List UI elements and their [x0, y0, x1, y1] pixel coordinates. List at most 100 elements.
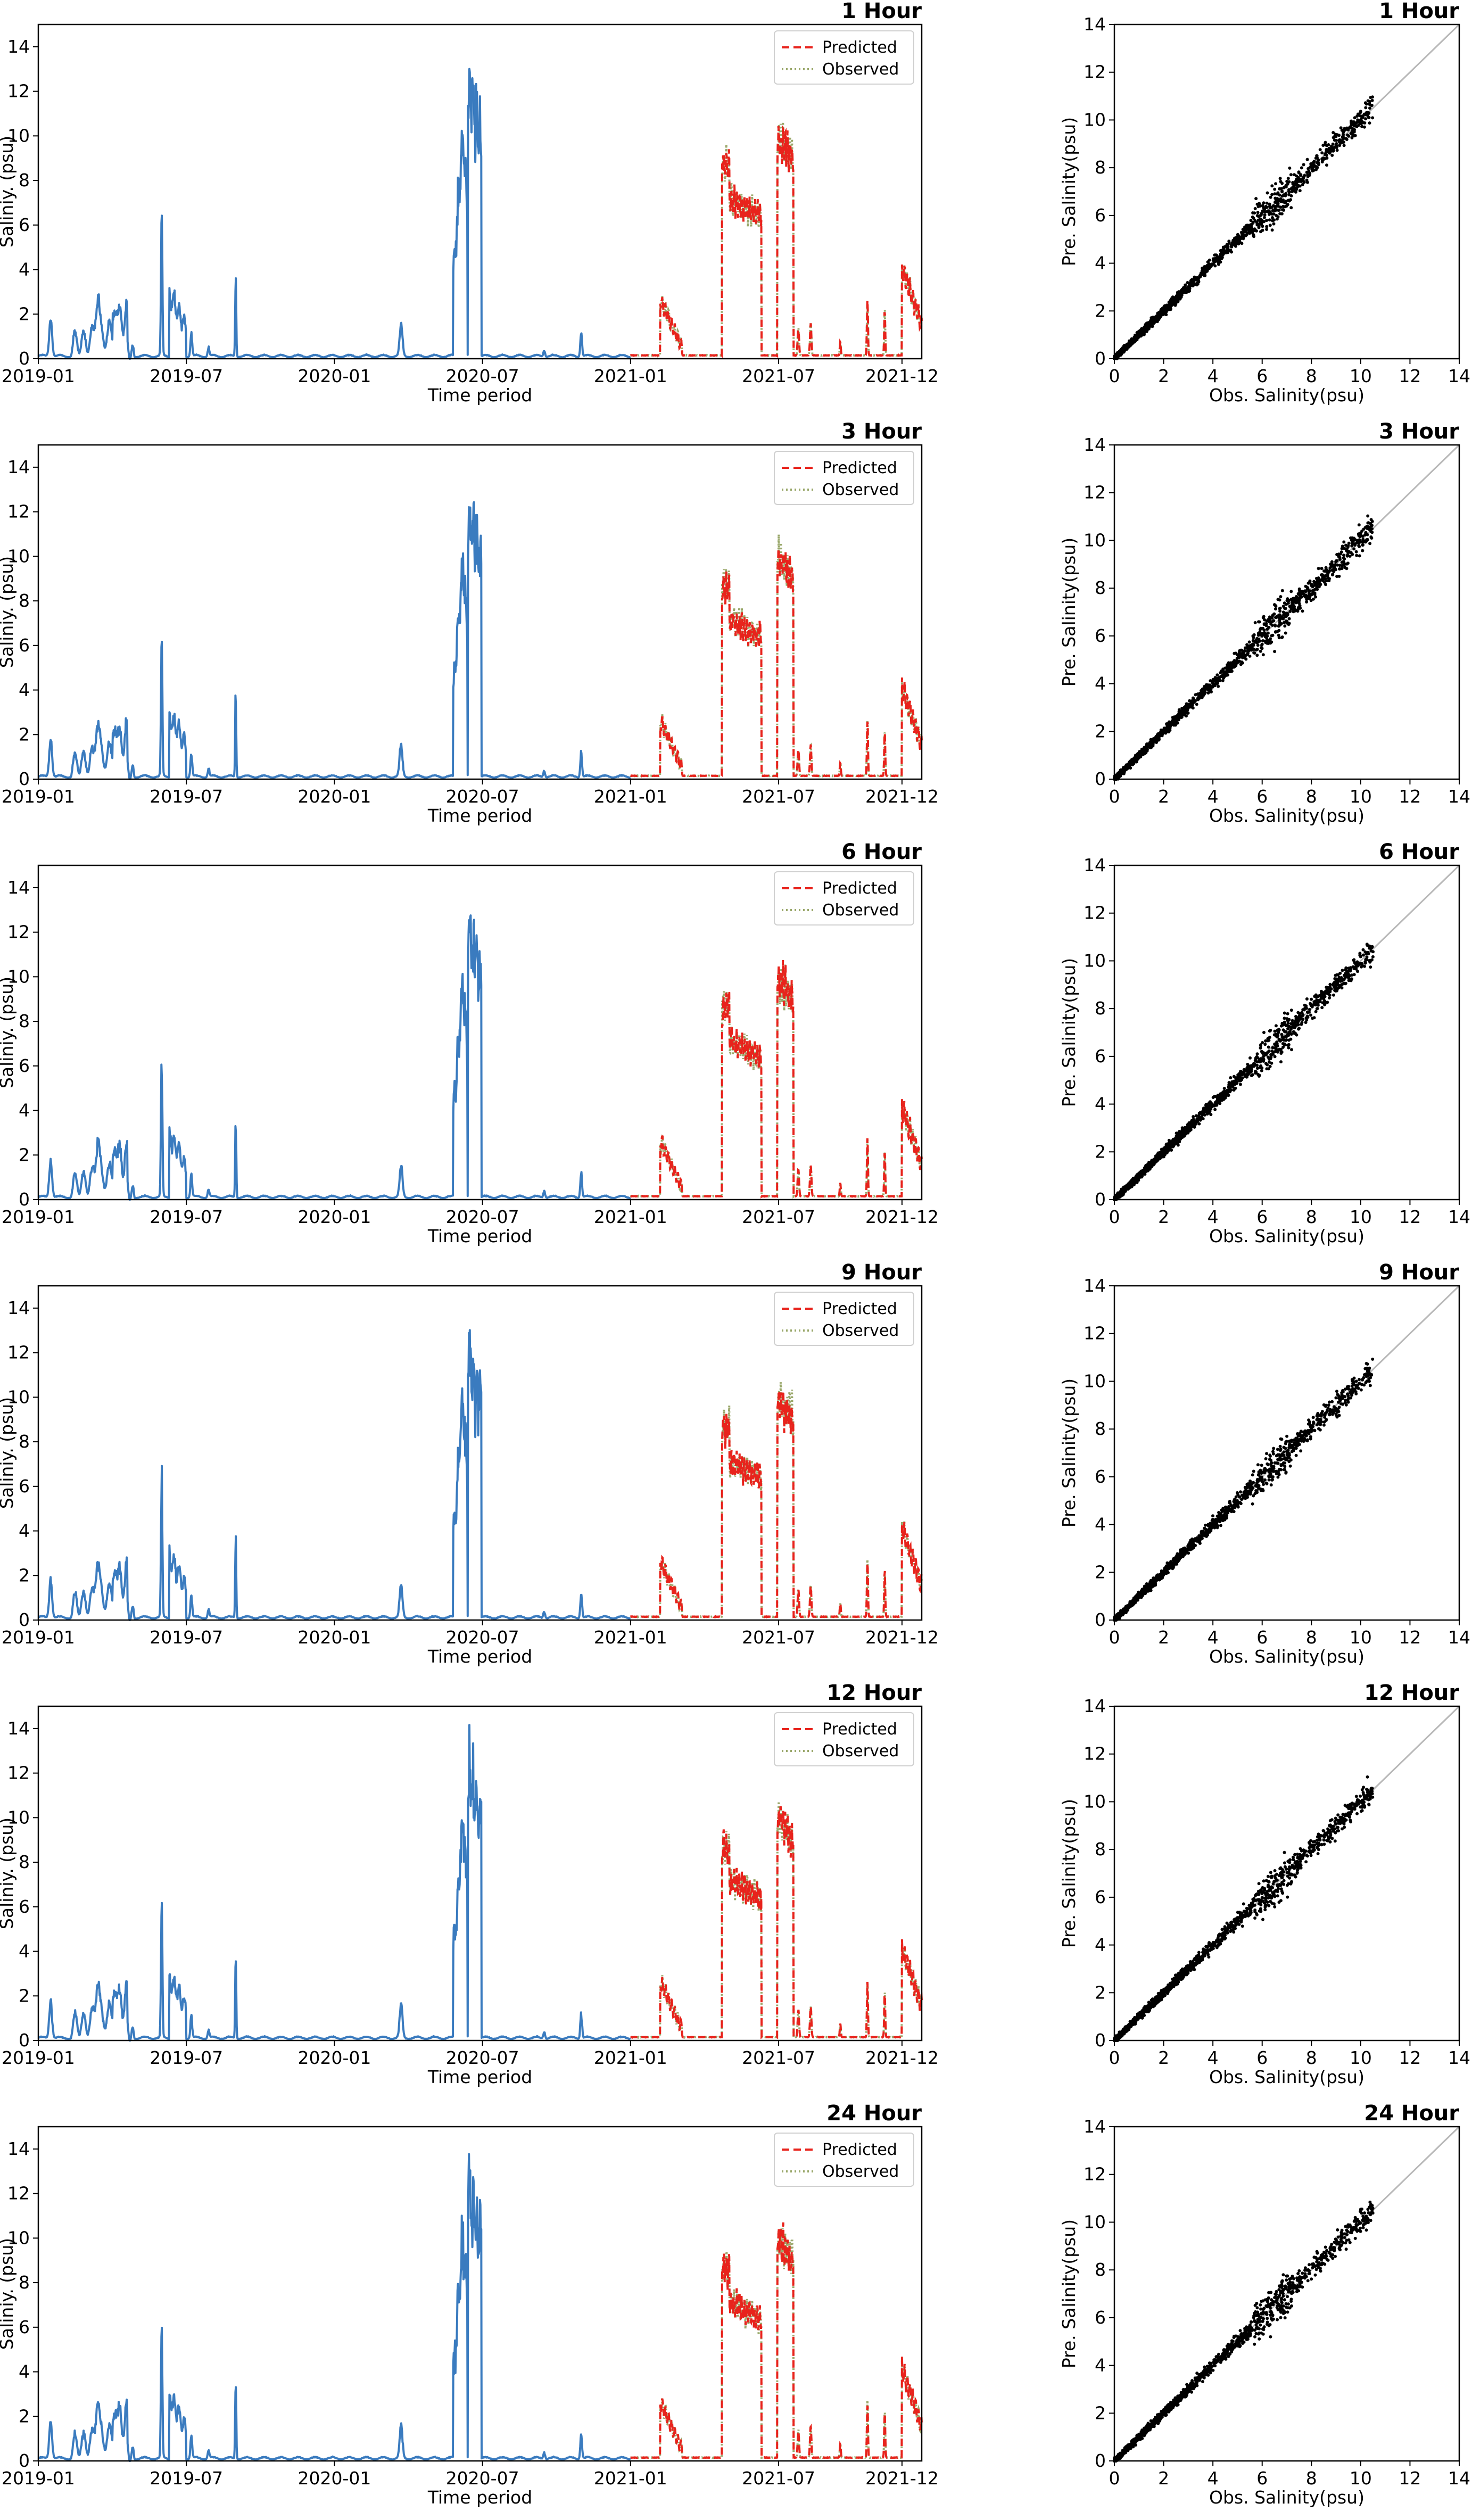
- scatter-point: [1357, 523, 1361, 527]
- scatter-point: [1187, 1121, 1191, 1125]
- x-tick-label: 2020-01: [297, 786, 371, 807]
- scatter-point: [1209, 264, 1212, 268]
- scatter-point: [1167, 305, 1170, 309]
- y-tick-label: 6: [1095, 205, 1106, 226]
- scatter-point: [1360, 125, 1363, 128]
- scatter-point: [1280, 589, 1284, 592]
- scatter-point: [1346, 561, 1350, 565]
- scatter-point: [1316, 159, 1320, 163]
- scatter-point: [1341, 969, 1344, 972]
- scatter-point: [1371, 95, 1374, 99]
- scatter-point: [1308, 1007, 1311, 1011]
- scatter-point: [1275, 208, 1278, 212]
- x-tick-label: 12: [1399, 366, 1421, 386]
- y-tick-label: 8: [19, 1011, 30, 1031]
- scatter-point: [1313, 995, 1317, 998]
- scatter-point: [1138, 753, 1142, 757]
- scatter-point: [1191, 699, 1195, 703]
- x-tick-label: 2020-07: [446, 366, 519, 386]
- y-tick-label: 2: [1095, 721, 1106, 741]
- scatter-point: [1365, 957, 1368, 961]
- scatter-point: [1365, 539, 1368, 543]
- scatter-point: [1163, 728, 1167, 731]
- scatter-point: [1255, 221, 1259, 225]
- scatter-point: [1326, 1001, 1329, 1004]
- scatter-point: [1253, 640, 1257, 644]
- scatter-point: [1272, 222, 1276, 226]
- scatter-point: [1285, 179, 1289, 183]
- scatter-point: [1362, 112, 1366, 116]
- scatter-point: [1252, 235, 1255, 238]
- scatter-point: [1356, 970, 1359, 973]
- scatter-point: [1284, 185, 1288, 189]
- y-tick-label: 10: [1084, 530, 1106, 550]
- scatter-point: [1370, 104, 1374, 108]
- scatter-point: [1305, 1006, 1309, 1010]
- scatter-point: [1146, 745, 1150, 748]
- scatter-point: [1222, 1087, 1226, 1090]
- scatter-point: [1209, 1113, 1213, 1117]
- scatter-point: [1283, 601, 1286, 605]
- scatter-point: [1225, 245, 1228, 249]
- scatter-point: [1118, 1194, 1121, 1197]
- scatter-point: [1321, 577, 1325, 581]
- scatter-point: [1263, 633, 1267, 637]
- x-tick-label: 2021-07: [742, 1627, 815, 1648]
- x-tick-label: 2021-01: [594, 1207, 667, 1227]
- scatter-point: [1248, 1056, 1252, 1060]
- scatter-point: [1213, 253, 1217, 257]
- scatter-point: [1299, 173, 1303, 177]
- scatter-point: [1347, 979, 1351, 982]
- scatter-point: [1274, 182, 1278, 186]
- scatter-point: [1342, 144, 1346, 147]
- scatter-point: [1296, 185, 1299, 189]
- scatter-point: [1268, 1036, 1271, 1039]
- y-tick-label: 14: [7, 1298, 30, 1318]
- scatter-point: [1324, 569, 1327, 573]
- scatter-point: [1336, 980, 1340, 984]
- scatter-point: [1155, 1154, 1159, 1158]
- scatter-point: [1267, 641, 1270, 645]
- scatter-point: [1191, 1123, 1195, 1127]
- scatter-point: [1254, 197, 1258, 201]
- scatter-point: [1327, 149, 1331, 153]
- scatter-point: [1289, 194, 1293, 197]
- scatter-point: [1318, 998, 1322, 1002]
- scatter-point: [1326, 572, 1329, 576]
- scatter-point: [1324, 141, 1327, 144]
- scatter-point: [1221, 1090, 1225, 1094]
- scatter-point: [1325, 153, 1328, 157]
- scatter-point: [1251, 230, 1254, 234]
- scatter-point: [1259, 649, 1262, 653]
- scatter-point: [1351, 122, 1354, 126]
- x-tick-label: 6: [1256, 786, 1268, 807]
- scatter-point: [1157, 734, 1161, 738]
- scatter-point: [1165, 1142, 1168, 1146]
- scatter-point: [1262, 216, 1266, 219]
- scatter-point: [1160, 730, 1163, 733]
- scatter-point: [1133, 1181, 1137, 1185]
- scatter-point: [1335, 148, 1339, 152]
- scatter-point: [1253, 1059, 1257, 1062]
- scatter-point: [1369, 959, 1372, 962]
- scatter-point: [1284, 201, 1287, 205]
- scatter-point: [1270, 1061, 1273, 1065]
- scatter-point: [1258, 219, 1262, 222]
- scatter-point: [1289, 597, 1293, 601]
- scatter-point: [1265, 201, 1269, 205]
- scatter-point: [1229, 1076, 1233, 1079]
- scatter-point: [1350, 544, 1354, 548]
- scatter-point: [1360, 965, 1363, 969]
- scatter-point: [1305, 178, 1309, 182]
- scatter-point: [1330, 563, 1334, 566]
- scatter-point: [1278, 177, 1282, 180]
- scatter-point: [1208, 258, 1211, 262]
- scatter-point: [1363, 101, 1367, 105]
- scatter-point: [1301, 1014, 1304, 1018]
- scatter-point: [1261, 616, 1265, 619]
- scatter-point: [1317, 567, 1320, 571]
- scatter-point: [1293, 1031, 1296, 1035]
- x-tick-label: 2021-07: [742, 786, 815, 807]
- scatter-point: [1363, 961, 1367, 965]
